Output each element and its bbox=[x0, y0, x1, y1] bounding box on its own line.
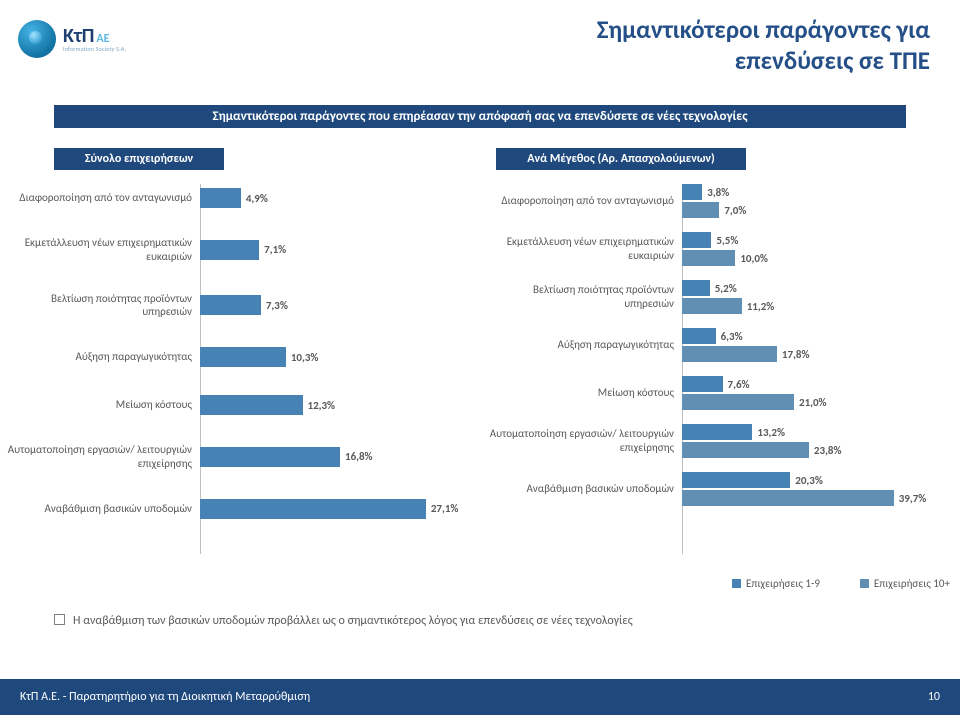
logo-icon bbox=[18, 20, 56, 58]
bar-value: 7,3% bbox=[266, 299, 288, 312]
legend-item: Επιχειρήσεις 10+ bbox=[860, 577, 950, 590]
legend-label: Επιχειρήσεις 1-9 bbox=[746, 577, 820, 590]
bar: 4,9% bbox=[200, 188, 268, 208]
category-label: Διαφοροποίηση από τον ανταγωνισμό bbox=[0, 191, 200, 205]
chart-row: Εκμετάλλευση νέων επιχειρηματικών ευκαιρ… bbox=[0, 236, 482, 264]
legend-swatch bbox=[860, 579, 869, 588]
bar: 7,6% bbox=[682, 376, 827, 392]
bar-value: 5,5% bbox=[716, 234, 738, 247]
bar-value: 27,1% bbox=[431, 502, 459, 515]
bar: 5,5% bbox=[682, 232, 768, 248]
legend: Επιχειρήσεις 1-9 Επιχειρήσεις 10+ bbox=[732, 577, 950, 590]
category-label: Διαφοροποίηση από τον ανταγωνισμό bbox=[482, 194, 682, 208]
bar: 21,0% bbox=[682, 394, 827, 410]
chart-row: Βελτίωση ποιότητας προϊόντων υπηρεσιών 7,… bbox=[0, 292, 482, 320]
bar: 10,0% bbox=[682, 250, 768, 266]
category-label: Αυτοματοποίηση εργασιών/ λειτουργιών επι… bbox=[482, 427, 682, 455]
bar-value: 3,8% bbox=[707, 186, 729, 199]
bar: 17,8% bbox=[682, 346, 810, 362]
bar-value: 5,2% bbox=[715, 282, 737, 295]
footer-left: ΚτΠ Α.Ε. - Παρατηρητήριο για τη Διοικητι… bbox=[20, 690, 310, 704]
bar-value: 16,8% bbox=[345, 450, 373, 463]
left-chart-title: Σύνολο επιχειρήσεων bbox=[54, 148, 224, 170]
bar-value: 13,2% bbox=[757, 426, 785, 439]
category-label: Βελτίωση ποιότητας προϊόντων υπηρεσιών bbox=[482, 283, 682, 311]
logo-suffix: ΑΕ bbox=[96, 32, 109, 46]
bar: 6,3% bbox=[682, 328, 810, 344]
bar: 7,1% bbox=[200, 240, 286, 260]
category-label: Μείωση κόστους bbox=[482, 386, 682, 400]
category-label: Εκμετάλλευση νέων επιχειρηματικών ευκαιρ… bbox=[482, 235, 682, 263]
note-text: Η αναβάθμιση των βασικών υποδομών προβάλ… bbox=[73, 614, 633, 628]
category-label: Μείωση κόστους bbox=[0, 398, 200, 412]
slide-title: Σημαντικότεροι παράγοντες για επενδύσεις… bbox=[597, 14, 930, 77]
bar: 27,1% bbox=[200, 499, 458, 519]
logo-text: ΚτΠΑΕ Information Society S.A. bbox=[63, 26, 126, 52]
logo: ΚτΠΑΕ Information Society S.A. bbox=[18, 20, 126, 58]
chart-row: Αναβάθμιση βασικών υποδομών 27,1% bbox=[0, 499, 482, 519]
bar-value: 10,3% bbox=[291, 351, 319, 364]
chart-row: Αναβάθμιση βασικών υποδομών 20,3% 39,7% bbox=[482, 472, 960, 506]
chart-row: Διαφοροποίηση από τον ανταγωνισμό 3,8% 7,0… bbox=[482, 184, 960, 218]
chart-by-size: Διαφοροποίηση από τον ανταγωνισμό 3,8% 7,0… bbox=[482, 178, 960, 588]
chart-row: Μείωση κόστους 7,6% 21,0% bbox=[482, 376, 960, 410]
right-chart-title: Ανά Μέγεθος (Αρ. Απασχολούμενων) bbox=[496, 148, 746, 170]
bar-value: 6,3% bbox=[721, 330, 743, 343]
charts-area: Διαφοροποίηση από τον ανταγωνισμό 4,9% Εκμ… bbox=[0, 178, 960, 588]
chart-row: Αυτοματοποίηση εργασιών/ λειτουργιών επι… bbox=[482, 424, 960, 458]
bar: 7,3% bbox=[200, 295, 288, 315]
legend-swatch bbox=[732, 579, 741, 588]
bar: 16,8% bbox=[200, 447, 373, 467]
bar: 10,3% bbox=[200, 347, 318, 367]
title-line-2: επενδύσεις σε ΤΠΕ bbox=[597, 45, 930, 76]
legend-label: Επιχειρήσεις 10+ bbox=[874, 577, 950, 590]
category-label: Αναβάθμιση βασικών υποδομών bbox=[482, 482, 682, 496]
bar: 20,3% bbox=[682, 472, 926, 488]
bar: 23,8% bbox=[682, 442, 842, 458]
bar-value: 4,9% bbox=[246, 192, 268, 205]
bar: 3,8% bbox=[682, 184, 746, 200]
bar: 39,7% bbox=[682, 490, 926, 506]
chart-row: Εκμετάλλευση νέων επιχειρηματικών ευκαιρ… bbox=[482, 232, 960, 266]
main-banner: Σημαντικότεροι παράγοντες που επηρέασαν … bbox=[54, 105, 906, 128]
category-label: Αυτοματοποίηση εργασιών/ λειτουργιών επι… bbox=[0, 443, 200, 471]
bar: 11,2% bbox=[682, 298, 774, 314]
bullet-icon bbox=[54, 614, 65, 625]
footer-page: 10 bbox=[928, 690, 940, 704]
chart-total: Διαφοροποίηση από τον ανταγωνισμό 4,9% Εκμ… bbox=[0, 178, 482, 588]
bar-value: 23,8% bbox=[814, 444, 842, 457]
chart-row: Διαφοροποίηση από τον ανταγωνισμό 4,9% bbox=[0, 188, 482, 208]
bar: 7,0% bbox=[682, 202, 746, 218]
category-label: Αναβάθμιση βασικών υποδομών bbox=[0, 502, 200, 516]
bar-value: 10,0% bbox=[740, 252, 768, 265]
bar-value: 20,3% bbox=[795, 474, 823, 487]
bar-value: 7,6% bbox=[728, 378, 750, 391]
chart-row: Αύξηση παραγωγικότητας 6,3% 17,8% bbox=[482, 328, 960, 362]
chart-row: Μείωση κόστους 12,3% bbox=[0, 395, 482, 415]
bar: 12,3% bbox=[200, 395, 335, 415]
bar-value: 39,7% bbox=[899, 492, 927, 505]
title-line-1: Σημαντικότεροι παράγοντες για bbox=[597, 14, 930, 45]
chart-row: Αυτοματοποίηση εργασιών/ λειτουργιών επι… bbox=[0, 443, 482, 471]
category-label: Αύξηση παραγωγικότητας bbox=[482, 338, 682, 352]
bar-value: 11,2% bbox=[747, 300, 775, 313]
logo-subtitle: Information Society S.A. bbox=[63, 46, 126, 52]
category-label: Αύξηση παραγωγικότητας bbox=[0, 350, 200, 364]
category-label: Εκμετάλλευση νέων επιχειρηματικών ευκαιρ… bbox=[0, 236, 200, 264]
legend-item: Επιχειρήσεις 1-9 bbox=[732, 577, 820, 590]
footer: ΚτΠ Α.Ε. - Παρατηρητήριο για τη Διοικητι… bbox=[0, 679, 960, 715]
bar-value: 7,1% bbox=[264, 243, 286, 256]
bar-value: 17,8% bbox=[782, 348, 810, 361]
bar: 5,2% bbox=[682, 280, 774, 296]
bar-value: 7,0% bbox=[724, 204, 746, 217]
chart-row: Αύξηση παραγωγικότητας 10,3% bbox=[0, 347, 482, 367]
bar-value: 21,0% bbox=[799, 396, 827, 409]
bar-value: 12,3% bbox=[308, 399, 336, 412]
category-label: Βελτίωση ποιότητας προϊόντων υπηρεσιών bbox=[0, 292, 200, 320]
bullet-note: Η αναβάθμιση των βασικών υποδομών προβάλ… bbox=[54, 614, 633, 628]
chart-row: Βελτίωση ποιότητας προϊόντων υπηρεσιών 5,… bbox=[482, 280, 960, 314]
bar: 13,2% bbox=[682, 424, 842, 440]
